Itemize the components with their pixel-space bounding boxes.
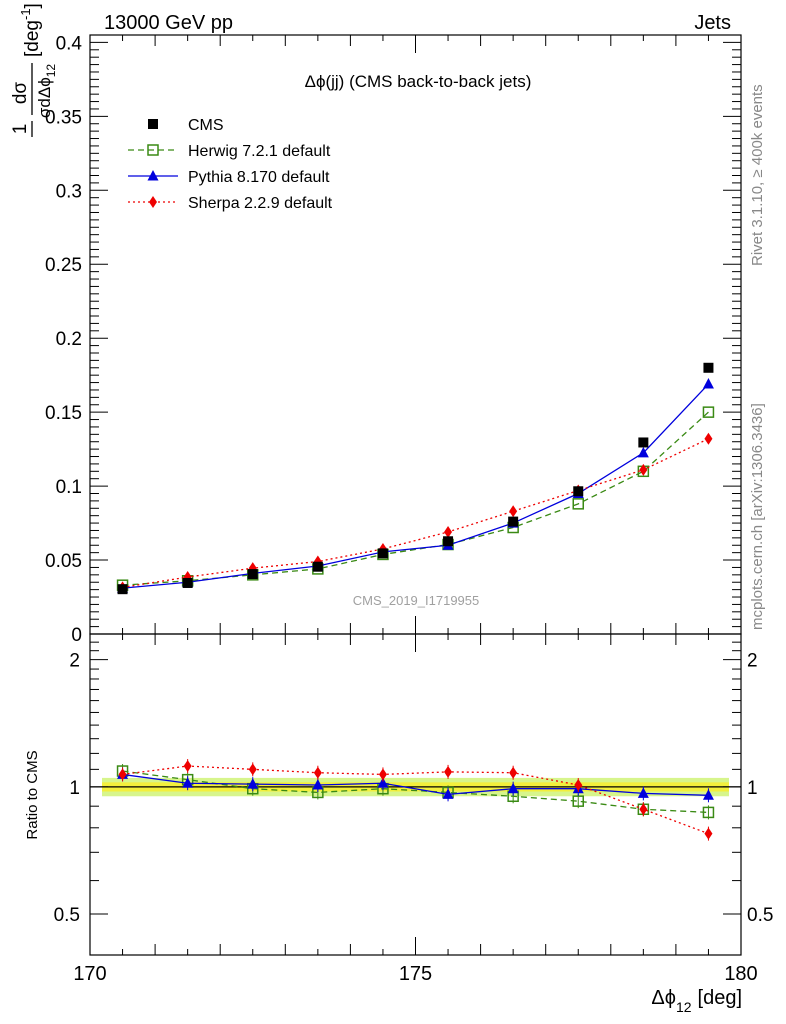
- ratio-point-pythia: [702, 789, 714, 800]
- point-herwig: [572, 498, 584, 510]
- main-y-tick-label: 0.2: [56, 329, 82, 350]
- series-line-pythia: [122, 383, 709, 589]
- main-y-tick-label: 0.35: [45, 107, 82, 128]
- series-line-sherpa: [122, 438, 709, 589]
- analysis-watermark: CMS_2019_I1719955: [353, 593, 480, 608]
- point-sherpa: [704, 432, 713, 445]
- point-cms: [117, 584, 128, 595]
- legend-label-pythia: Pythia 8.170 default: [188, 169, 330, 186]
- legend-marker-cms: [148, 119, 158, 129]
- ratio-point-sherpa: [248, 763, 257, 776]
- x-tick-label: 180: [724, 963, 757, 985]
- mcplots-label: mcplots.cern.ch [arXiv:1306.3436]: [749, 403, 766, 630]
- ratio-y-tick-label-right: 0.5: [747, 905, 773, 926]
- ylabel-one-den: dσ: [10, 82, 31, 105]
- main-y-tick-label: 0: [71, 625, 82, 646]
- main-y-tick-label: 0.1: [56, 477, 82, 498]
- ratio-point-pythia: [247, 778, 259, 789]
- point-herwig: [702, 406, 715, 418]
- x-axis-label-sub: 12: [676, 999, 692, 1015]
- ratio-point-sherpa: [118, 768, 127, 781]
- ratio-point-sherpa: [639, 803, 648, 816]
- point-cms: [638, 437, 649, 448]
- ylabel-unit: [deg-1]: [18, 3, 43, 57]
- main-y-axis-label: 1 dσ σdΔϕ12 [deg-1]: [10, 3, 58, 137]
- ratio-point-pythia: [377, 777, 389, 788]
- series-line-herwig: [122, 411, 709, 586]
- ylabel-den: σdΔϕ12: [35, 64, 58, 119]
- ratio-point-sherpa: [444, 765, 453, 778]
- ylabel-one: 1: [10, 124, 31, 135]
- ratio-point-herwig: [572, 795, 584, 807]
- ratio-line-herwig: [122, 770, 709, 814]
- legend-marker-herwig: [147, 144, 159, 156]
- point-cms: [377, 548, 388, 559]
- point-pythia: [637, 446, 649, 458]
- point-cms: [443, 536, 454, 547]
- legend-marker-pythia: [147, 170, 159, 181]
- header-right: Jets: [694, 12, 731, 34]
- ratio-point-sherpa: [313, 766, 322, 779]
- ratio-point-pythia: [442, 788, 454, 799]
- ratio-line-pythia: [122, 773, 709, 796]
- main-y-tick-label: 0.25: [45, 255, 82, 276]
- point-cms: [508, 516, 519, 527]
- main-panel: 0 0.05 0.1 0.15 0.2 0.25 0.3 0.35 0.4: [45, 33, 742, 646]
- header-left: 13000 GeV pp: [104, 12, 233, 34]
- ratio-y-tick-label: 1: [69, 778, 80, 799]
- ylabel-unit-close: ]: [22, 3, 43, 8]
- plot-title: Δϕ(jj) (CMS back-to-back jets): [305, 72, 532, 91]
- ratio-line-sherpa: [122, 765, 709, 835]
- x-tick-label: 170: [73, 963, 106, 985]
- x-axis-label: Δϕ12 [deg]: [651, 987, 742, 1015]
- ylabel-unit-sup: -1: [18, 8, 33, 20]
- ylabel-den-sub: 12: [44, 64, 58, 78]
- point-cms: [247, 569, 258, 580]
- x-tick-label: 175: [399, 963, 432, 985]
- point-sherpa: [509, 505, 518, 518]
- ratio-y-tick-label: 0.5: [54, 905, 80, 926]
- main-y-tick-label: 0.3: [56, 181, 82, 202]
- point-cms: [312, 561, 323, 572]
- point-cms: [703, 362, 714, 373]
- point-sherpa: [444, 525, 453, 538]
- ratio-point-sherpa: [183, 760, 192, 773]
- legend-marker-sherpa: [149, 196, 157, 208]
- point-cms: [573, 486, 584, 497]
- ylabel-unit-open: [deg: [22, 20, 43, 57]
- point-sherpa: [639, 463, 648, 476]
- ratio-y-axis-label: Ratio to CMS: [24, 750, 41, 839]
- ratio-point-sherpa: [574, 779, 583, 792]
- ratio-y-tick-label: 2: [69, 651, 80, 672]
- x-axis-label-main: Δϕ: [651, 987, 676, 1009]
- ratio-point-pythia: [182, 777, 194, 788]
- ylabel-den-main: σdΔϕ: [35, 77, 54, 118]
- legend-label-sherpa: Sherpa 2.2.9 default: [188, 195, 333, 212]
- ratio-y-tick-label-right: 1: [747, 778, 758, 799]
- ratio-point-pythia: [312, 779, 324, 790]
- ratio-point-pythia: [507, 782, 519, 794]
- ratio-point-sherpa: [509, 766, 518, 779]
- ratio-point-pythia: [637, 787, 649, 798]
- ratio-point-herwig: [702, 806, 715, 819]
- point-cms: [182, 577, 193, 588]
- legend-label-cms: CMS: [188, 117, 224, 134]
- main-y-tick-label: 0.15: [45, 403, 82, 424]
- ratio-y-tick-label-right: 2: [747, 651, 758, 672]
- x-axis-label-unit: [deg]: [698, 987, 742, 1009]
- legend-label-herwig: Herwig 7.2.1 default: [188, 143, 331, 160]
- point-pythia: [702, 378, 714, 389]
- legend: CMS Herwig 7.2.1 default Pythia 8.170 defa…: [128, 117, 333, 212]
- ratio-point-sherpa: [704, 827, 713, 840]
- ratio-point-sherpa: [378, 768, 387, 781]
- ratio-panel: 170 175 180 0.5 0.5 1 1 2 2: [54, 633, 773, 985]
- main-y-tick-label: 0.4: [56, 33, 83, 54]
- main-y-tick-label: 0.05: [45, 551, 82, 572]
- rivet-label: Rivet 3.1.10, ≥ 400k events: [749, 84, 766, 266]
